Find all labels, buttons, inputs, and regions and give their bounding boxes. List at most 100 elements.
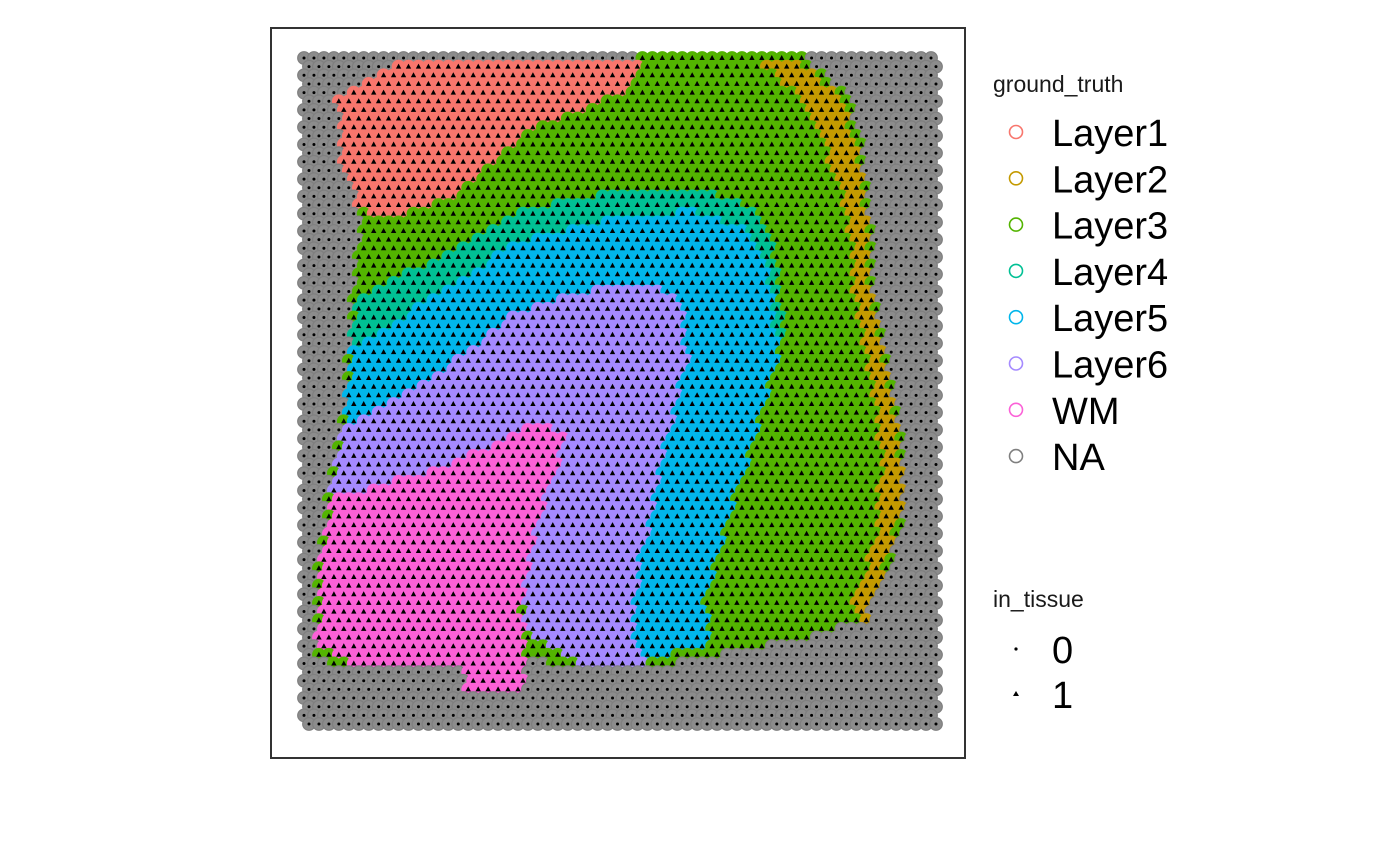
spot-22-63-marker-dot — [929, 246, 933, 250]
spot-23-0-marker-dot — [307, 255, 311, 259]
spot-5-21-marker-triangle — [515, 98, 521, 104]
spot-6-38-marker-triangle — [679, 106, 685, 112]
spot-4-30-marker-triangle — [599, 89, 606, 95]
spot-18-1-marker-dot — [312, 212, 316, 216]
spot-3-45-marker-triangle — [754, 80, 760, 86]
spot-5-46-marker-triangle — [764, 98, 770, 104]
spot-24-59-marker-dot — [889, 264, 893, 268]
spot-3-18-marker-triangle — [485, 80, 491, 86]
spot-9-56-marker-dot — [864, 134, 868, 138]
spot-14-4-marker-dot — [342, 177, 346, 181]
spot-1-23-marker-triangle — [535, 63, 541, 69]
spot-20-58-marker-dot — [879, 229, 883, 233]
spot-5-58-marker-dot — [884, 99, 888, 103]
spot-3-7-marker-triangle — [375, 80, 382, 86]
spot-0-12-marker-dot — [421, 56, 425, 60]
spot-5-17-marker-triangle — [475, 98, 481, 104]
spot-22-3-marker-dot — [332, 246, 336, 250]
spot-32-63-marker-dot — [929, 333, 933, 337]
spot-13-58-marker-dot — [884, 168, 888, 172]
spot-31-59-marker-dot — [894, 324, 898, 328]
spot-2-49-marker-triangle — [789, 72, 795, 78]
spot-5-25-marker-triangle — [555, 98, 561, 104]
spot-37-60-marker-dot — [904, 376, 908, 380]
spot-1-44-marker-triangle — [744, 63, 750, 69]
spot-29-3-marker-dot — [337, 307, 341, 311]
spot-4-9-marker-triangle — [390, 89, 397, 95]
spot-3-23-marker-triangle — [535, 80, 541, 86]
spot-3-6-marker-triangle — [366, 80, 372, 86]
spot-5-5-marker-triangle — [356, 98, 362, 104]
spot-4-14-marker-triangle — [440, 89, 446, 95]
spot-6-63-marker-dot — [929, 108, 933, 112]
spot-5-10-marker-triangle — [405, 98, 412, 104]
spot-4-56-marker-dot — [859, 91, 863, 95]
spot-2-21-marker-triangle — [510, 72, 516, 78]
spot-6-52-marker-triangle — [818, 106, 825, 112]
spot-22-62-marker-dot — [919, 246, 923, 250]
spot-6-28-marker-triangle — [580, 106, 586, 112]
spot-37-61-marker-dot — [914, 376, 918, 380]
spot-37-0-marker-dot — [307, 376, 311, 380]
spot-0-55-marker-dot — [849, 56, 853, 60]
spot-20-3-marker-dot — [332, 229, 336, 233]
spot-23-57-marker-dot — [874, 255, 878, 259]
spot-20-0-marker-dot — [302, 229, 306, 233]
spot-26-4-marker-dot — [342, 281, 346, 285]
spot-6-40-marker-triangle — [699, 106, 705, 112]
spot-5-28-marker-triangle — [585, 98, 591, 104]
spot-2-60-marker-dot — [899, 73, 903, 77]
spot-1-17-marker-triangle — [475, 63, 481, 69]
spot-33-59-marker-dot — [894, 341, 898, 345]
spot-7-63-marker-dot — [934, 117, 938, 121]
spot-16-4-marker-dot — [342, 194, 346, 198]
spot-6-5-marker-triangle — [351, 106, 357, 112]
spot-2-8-marker-triangle — [380, 72, 387, 78]
spot-6-15-marker-triangle — [450, 106, 456, 112]
spot-0-46-marker-triangle — [759, 55, 765, 60]
spot-25-60-marker-dot — [904, 272, 908, 276]
spot-26-0-marker-dot — [302, 281, 306, 285]
spot-1-50-marker-triangle — [803, 63, 810, 69]
spot-1-33-marker-triangle — [634, 63, 641, 69]
spot-0-10-marker-dot — [402, 56, 406, 60]
spot-16-57-marker-dot — [869, 194, 873, 198]
spot-14-3-marker-dot — [332, 177, 336, 181]
spot-8-58-marker-dot — [879, 125, 883, 129]
spot-12-0-marker-dot — [302, 160, 306, 164]
spot-3-1-marker-dot — [317, 82, 321, 86]
spot-15-57-marker-dot — [874, 186, 878, 190]
spot-4-16-marker-triangle — [460, 89, 466, 95]
spot-2-28-marker-triangle — [580, 72, 586, 78]
spot-7-27-marker-triangle — [575, 115, 581, 121]
spot-13-62-marker-dot — [924, 168, 928, 172]
spot-29-4-marker-dot — [347, 307, 351, 311]
spot-33-4-marker-dot — [347, 341, 351, 345]
spot-5-9-marker-triangle — [395, 98, 402, 104]
spot-4-54-marker-triangle — [838, 89, 845, 95]
spot-2-42-marker-triangle — [719, 72, 725, 78]
spot-1-41-marker-triangle — [714, 63, 720, 69]
spot-32-3-marker-dot — [332, 333, 336, 337]
spot-4-38-marker-triangle — [679, 89, 685, 95]
spot-3-44-marker-triangle — [744, 80, 750, 86]
spot-11-62-marker-dot — [924, 151, 928, 155]
spot-7-8-marker-triangle — [385, 115, 392, 121]
spot-27-2-marker-dot — [327, 290, 331, 294]
spot-2-10-marker-triangle — [400, 72, 407, 78]
spot-14-0-marker-dot — [302, 177, 306, 181]
spot-32-61-marker-dot — [909, 333, 913, 337]
spot-14-59-marker-dot — [889, 177, 893, 181]
spot-31-60-marker-dot — [904, 324, 908, 328]
spot-0-11-marker-dot — [411, 56, 415, 60]
spot-3-16-marker-triangle — [465, 80, 471, 86]
spot-6-41-marker-triangle — [709, 106, 715, 112]
spot-0-44-marker-triangle — [739, 55, 745, 60]
spot-6-50-marker-triangle — [798, 106, 805, 112]
spot-1-39-marker-triangle — [694, 63, 700, 69]
spot-6-57-marker-dot — [869, 108, 873, 112]
spot-5-63-marker-dot — [934, 99, 938, 103]
spot-3-3-marker-dot — [337, 82, 341, 86]
spot-22-60-marker-dot — [899, 246, 903, 250]
spot-5-60-marker-dot — [904, 99, 908, 103]
